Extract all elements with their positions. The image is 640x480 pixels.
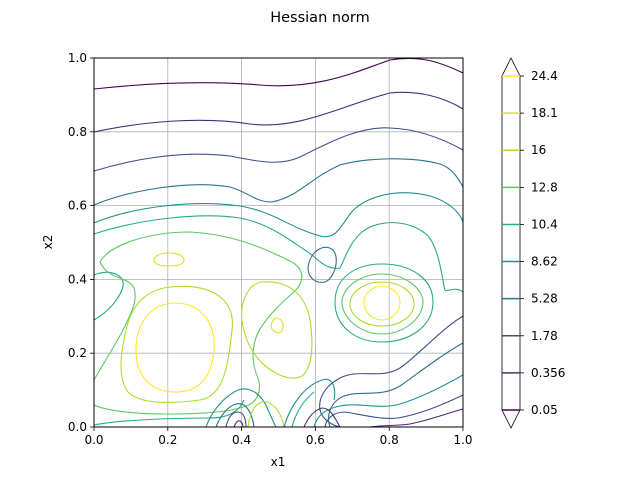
chart-title: Hessian norm: [270, 10, 370, 26]
contour-line-2: [93, 127, 464, 172]
contour-line-8: [327, 342, 464, 428]
contour-lines: [93, 57, 464, 428]
x-tick-label: 0.8: [380, 433, 399, 447]
colorbar-tick-label: 1.78: [531, 329, 558, 343]
contour-line-15: [363, 285, 401, 321]
x-tick-label: 0.0: [84, 433, 103, 447]
plot-area: 0.0 0.2 0.4 0.6 0.8 1.0 0.0 0.2 0.4 0.6 0.8 1.0: [68, 51, 473, 447]
contour-line-10: [369, 408, 464, 428]
colorbar-tick-label: 8.62: [531, 255, 558, 269]
contour-line-25: [215, 403, 255, 428]
colorbar: 0.05 0.356 1.78 5.28 8.62 10.4 12.8 16 18.1 24.4: [501, 57, 565, 429]
contour-line-13: [341, 273, 424, 335]
contour-line-30: [291, 391, 315, 428]
contour-line-23: [93, 399, 245, 426]
colorbar-extend-min: [501, 409, 521, 429]
contour-line-18: [120, 285, 233, 403]
contour-line-14: [349, 281, 415, 327]
contour-line-4: [93, 192, 464, 238]
x-tick-label: 0.6: [306, 433, 325, 447]
x-axis-label: x1: [271, 455, 286, 469]
colorbar-body: [501, 75, 521, 411]
contour-line-21: [241, 281, 313, 379]
colorbar-tick-label: 12.8: [531, 180, 558, 194]
colorbar-tick-label: 16: [531, 143, 546, 157]
contour-line-17: [93, 231, 303, 415]
x-axis: 0.0 0.2 0.4 0.6 0.8 1.0: [84, 427, 473, 447]
colorbar-tick-label: 0.05: [531, 403, 558, 417]
colorbar-tick-label: 5.28: [531, 292, 558, 306]
colorbar-tick-label: 18.1: [531, 106, 558, 120]
y-tick-label: 1.0: [68, 51, 87, 65]
contour-line-20: [153, 252, 185, 267]
axes-frame: [93, 57, 464, 428]
colorbar-tick-label: 0.356: [531, 366, 565, 380]
contour-line-24: [205, 388, 277, 428]
x-tick-label: 0.4: [232, 433, 251, 447]
contour-line-0: [93, 57, 464, 90]
contour-line-5: [93, 215, 464, 293]
y-tick-label: 0.2: [68, 346, 87, 360]
colorbar-tick-label: 10.4: [531, 217, 558, 231]
contour-line-29: [283, 378, 336, 428]
colorbar-extend-max: [501, 57, 521, 77]
y-axis-label: x2: [41, 235, 55, 250]
contour-line-12: [334, 263, 434, 343]
contour-line-19: [135, 302, 215, 393]
contour-line-26: [225, 411, 247, 428]
grid: [93, 57, 464, 428]
x-tick-label: 0.2: [158, 433, 177, 447]
y-tick-label: 0.6: [68, 199, 87, 213]
colorbar-tick-label: 24.4: [531, 69, 558, 83]
contour-line-3: [93, 158, 464, 206]
contour-line-7: [319, 315, 464, 428]
contour-line-1: [93, 91, 464, 133]
y-tick-label: 0.0: [68, 420, 87, 434]
contour-line-9: [313, 374, 464, 428]
contour-line-11: [324, 394, 464, 428]
y-tick-label: 0.8: [68, 125, 87, 139]
contour-line-6: [307, 246, 337, 283]
contour-line-22: [270, 317, 284, 334]
contour-line-27: [233, 420, 244, 428]
contour-line-31: [303, 407, 341, 428]
y-axis: 0.0 0.2 0.4 0.6 0.8 1.0: [68, 51, 94, 434]
contour-line-28: [247, 401, 285, 428]
y-tick-label: 0.4: [68, 272, 87, 286]
x-tick-label: 1.0: [453, 433, 472, 447]
